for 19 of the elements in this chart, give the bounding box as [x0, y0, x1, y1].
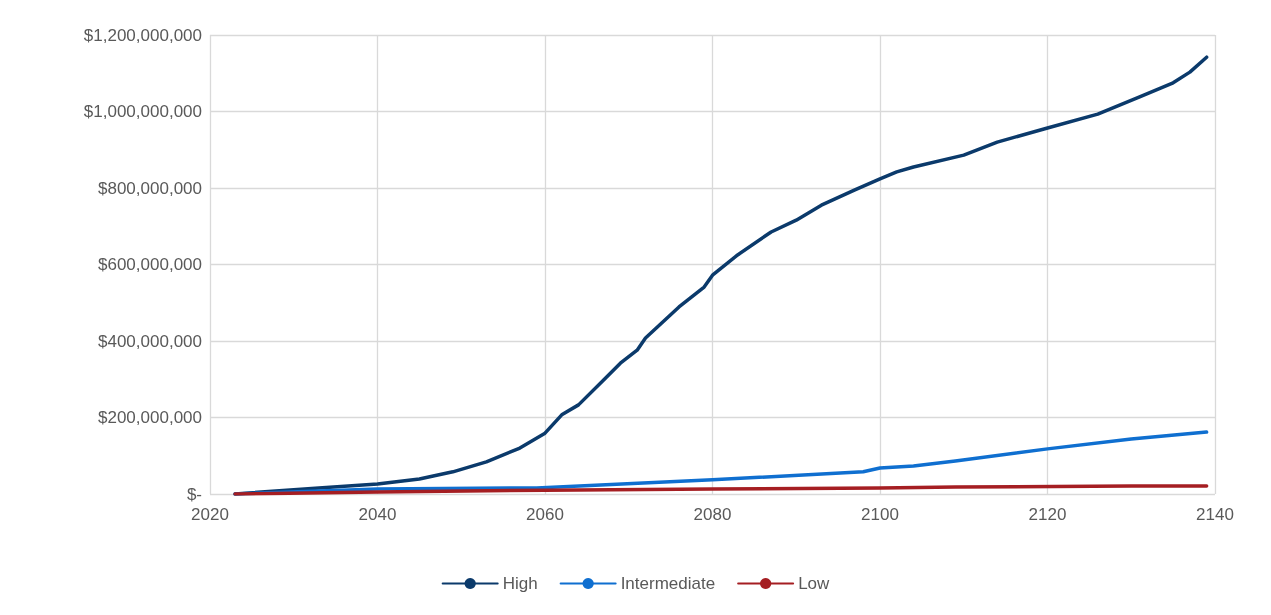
y-tick-label: $800,000,000 [98, 178, 202, 198]
y-tick-label: $600,000,000 [98, 255, 202, 274]
legend-label: High [502, 574, 538, 593]
line-series [233, 484, 1209, 496]
y-tick-label: $- [186, 484, 202, 504]
line-series [233, 55, 1209, 496]
x-tick-label: 2020 [191, 505, 229, 524]
x-tick-label: 2080 [693, 505, 732, 524]
y-tick-label: $1,000,000,000 [83, 102, 202, 121]
y-tick-label: $1,200,000,000 [83, 25, 202, 45]
x-tick-label: 2040 [358, 505, 397, 524]
x-tick-label: 2100 [861, 505, 899, 524]
y-tick-label: $400,000,000 [98, 331, 202, 351]
legend-label: Low [798, 574, 831, 593]
x-tick-label: 2120 [1028, 505, 1067, 524]
x-tick-label: 2140 [1196, 505, 1234, 524]
legend-label: Intermediate [620, 574, 716, 593]
x-tick-label: 2060 [526, 505, 564, 524]
y-tick-label: $200,000,000 [98, 408, 202, 427]
